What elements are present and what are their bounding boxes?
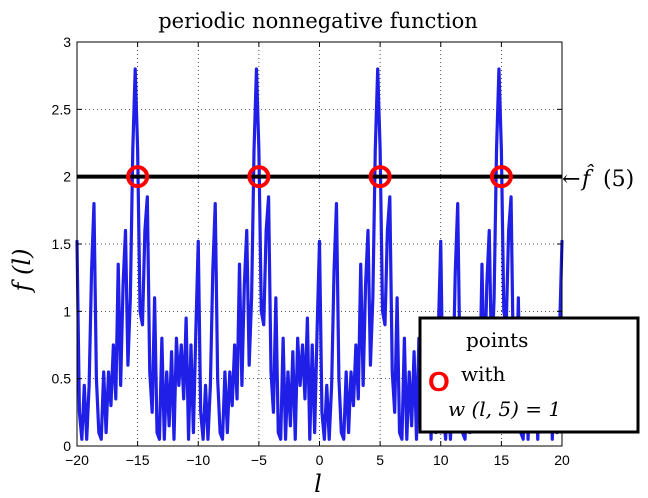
y-tick-label: 0.5 xyxy=(52,371,72,387)
x-tick-label: 15 xyxy=(494,452,510,468)
y-tick-label: 3 xyxy=(63,34,71,50)
y-axis-label: f (l) xyxy=(8,249,36,294)
x-tick-label: −15 xyxy=(126,452,150,468)
x-tick-label: 5 xyxy=(376,452,384,468)
legend-marker-symbol: O xyxy=(428,366,450,397)
legend-line-1: points xyxy=(466,328,528,352)
x-axis-label: l xyxy=(314,470,322,498)
legend-line-2: with xyxy=(461,362,506,386)
y-tick-label: 0 xyxy=(63,438,71,454)
legend: points O with w (l, 5) = 1 xyxy=(420,318,638,432)
chart-title: periodic nonnegative function xyxy=(158,9,478,33)
x-tick-label: 20 xyxy=(554,452,570,468)
threshold-label-arg: (5) xyxy=(603,167,634,192)
x-tick-labels: −20 −15 −10 −5 0 5 10 15 20 xyxy=(65,452,570,468)
legend-line-3: w (l, 5) = 1 xyxy=(448,397,561,421)
x-tick-label: −5 xyxy=(251,452,267,468)
y-tick-label: 1.5 xyxy=(52,236,72,252)
x-tick-label: 0 xyxy=(316,452,324,468)
x-tick-label: 10 xyxy=(433,452,449,468)
y-tick-label: 2.5 xyxy=(52,101,72,117)
x-tick-label: −20 xyxy=(65,452,89,468)
y-tick-label: 2 xyxy=(63,169,71,185)
x-tick-label: −10 xyxy=(186,452,210,468)
y-tick-label: 1 xyxy=(63,303,71,319)
threshold-label-arrow: ← xyxy=(562,167,580,192)
